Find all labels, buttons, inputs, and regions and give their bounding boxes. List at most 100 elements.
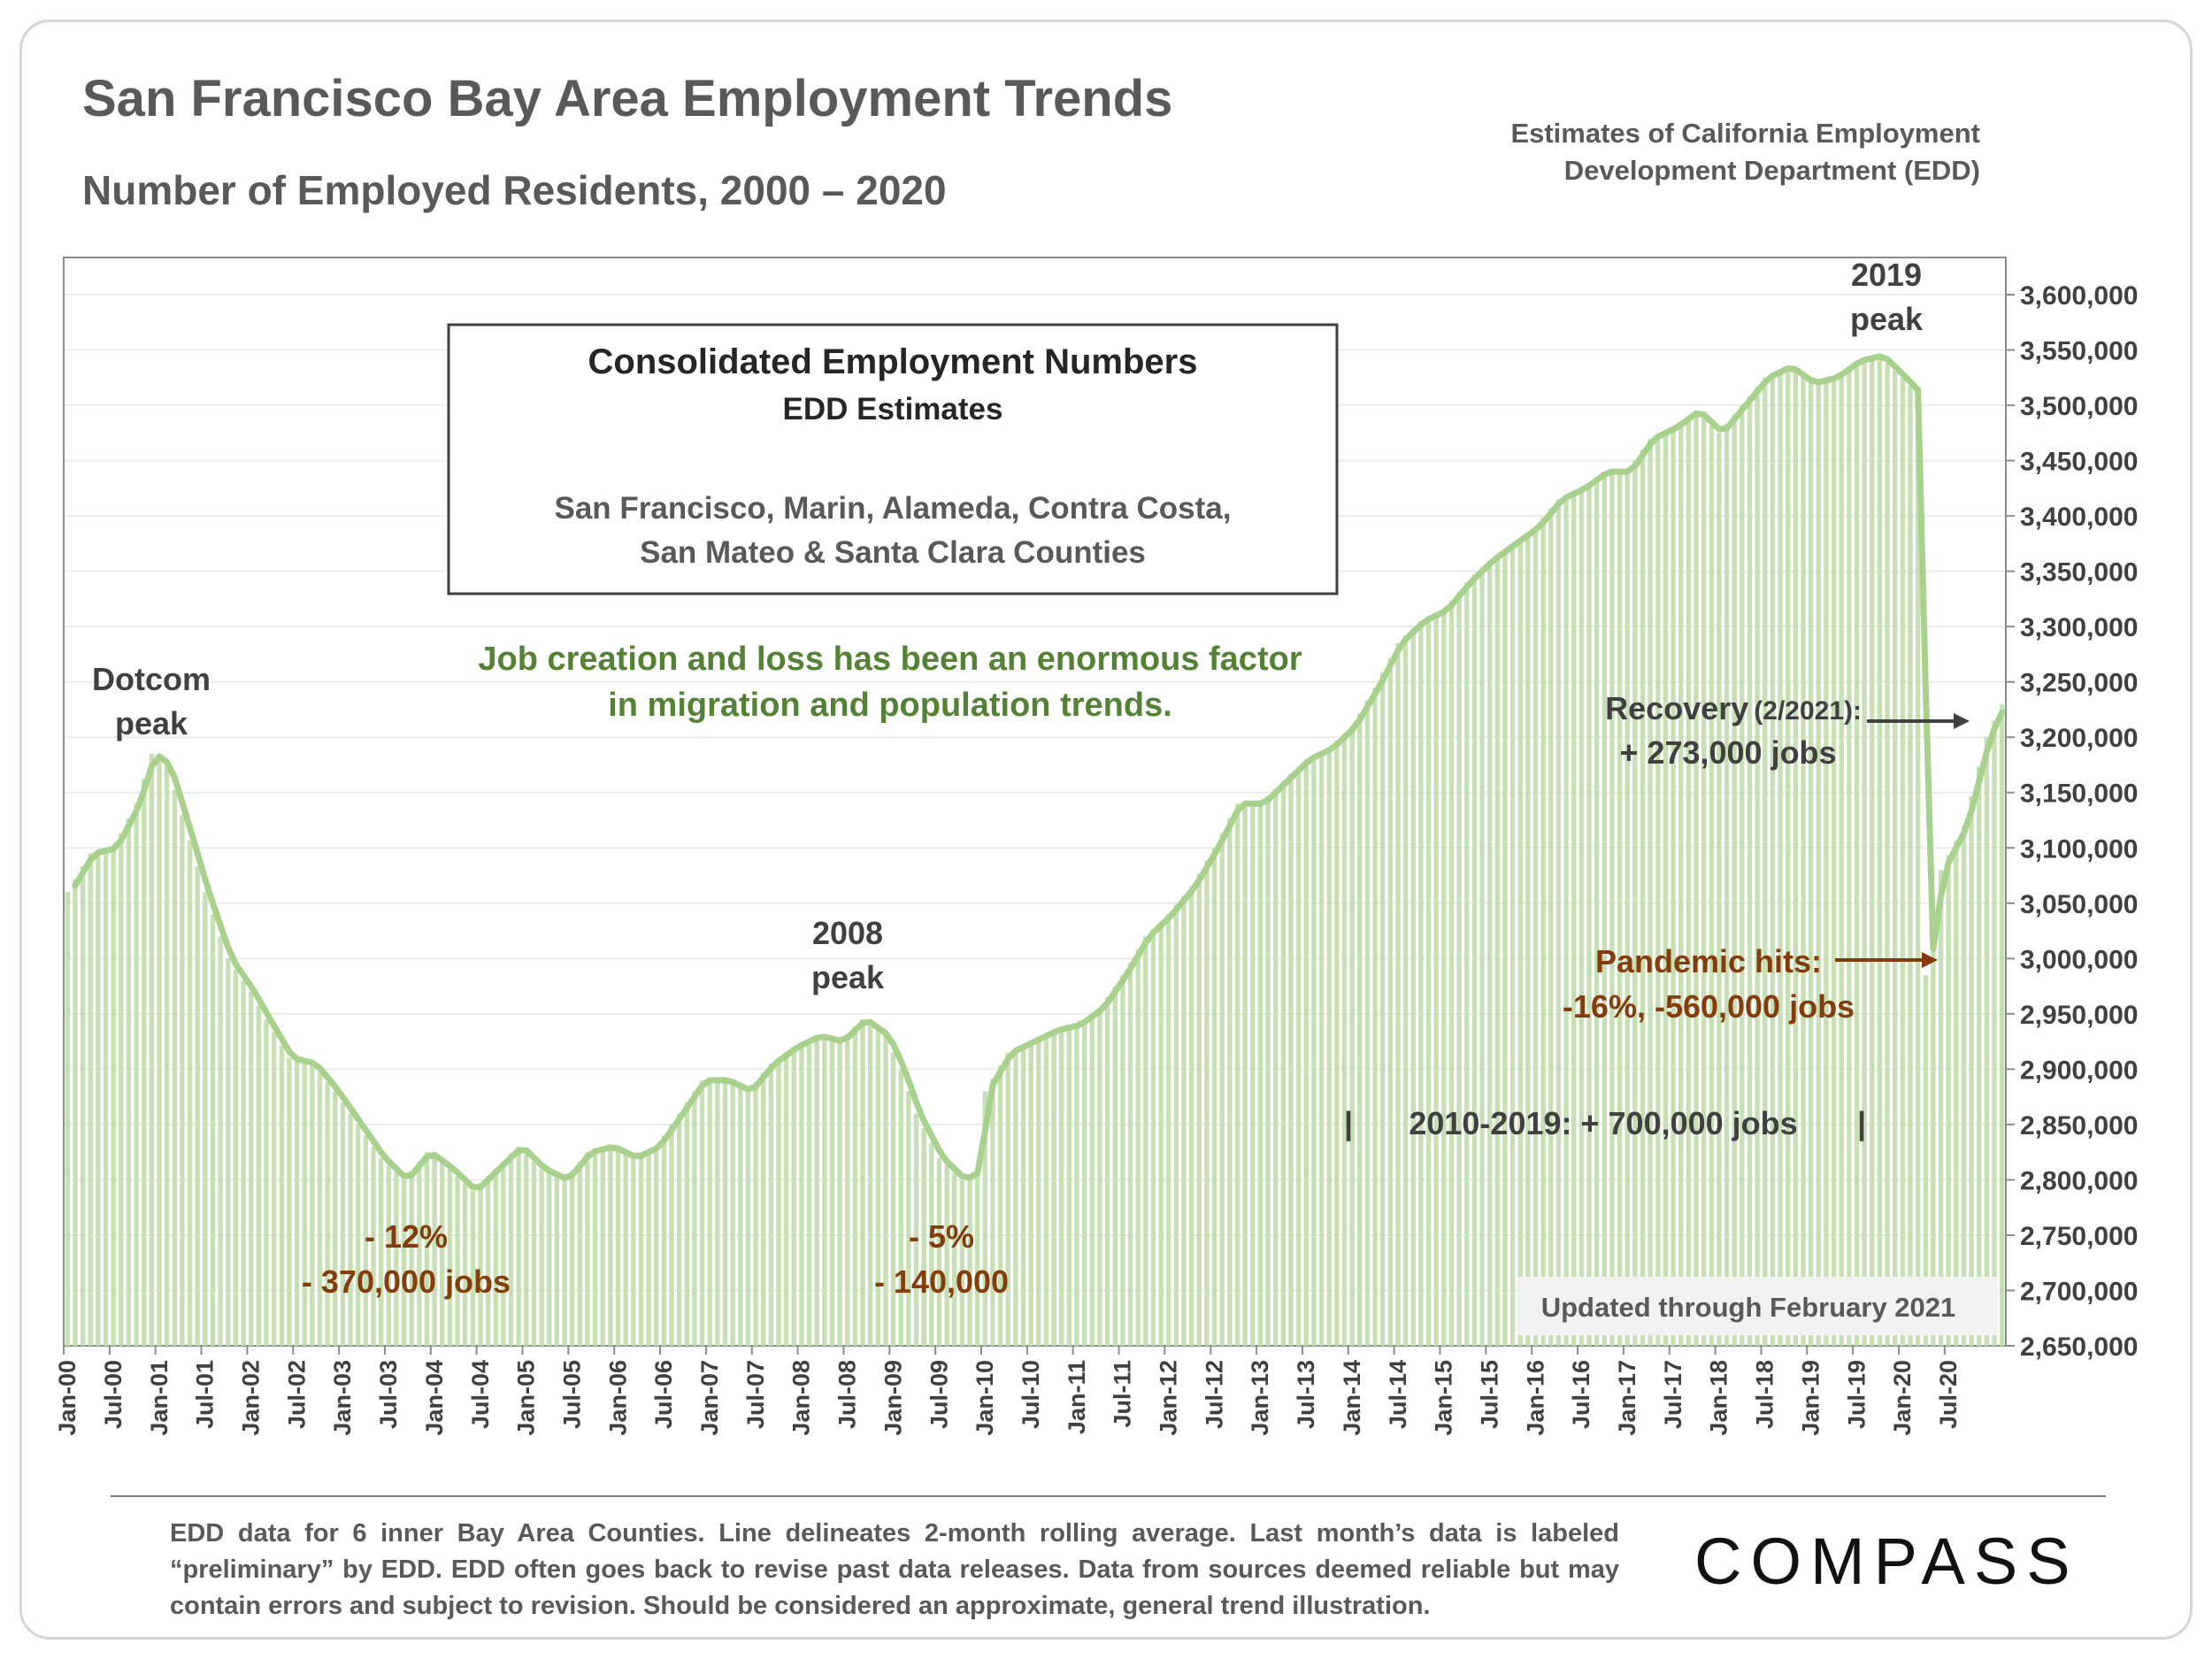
bar bbox=[264, 1019, 269, 1346]
bar bbox=[791, 1047, 796, 1346]
bar bbox=[195, 866, 200, 1346]
drop-2001-jobs: - 370,000 jobs bbox=[302, 1263, 511, 1300]
x-tick-label: Jan-05 bbox=[513, 1360, 540, 1436]
bar bbox=[1295, 766, 1302, 1346]
bar bbox=[1005, 1052, 1010, 1346]
bar bbox=[371, 1146, 376, 1346]
y-tick-label: 3,050,000 bbox=[2020, 890, 2138, 919]
bar bbox=[1349, 726, 1355, 1346]
y-tick-label: 3,600,000 bbox=[2020, 281, 2138, 311]
recovery-label: Recovery bbox=[1605, 690, 1748, 726]
bar bbox=[952, 1172, 957, 1346]
x-tick-label: Jul-08 bbox=[834, 1360, 861, 1429]
x-tick-label: Jan-07 bbox=[696, 1360, 723, 1436]
bar bbox=[585, 1152, 590, 1346]
recovery-annotation: Recovery (2/2021): bbox=[1605, 690, 1862, 726]
bar bbox=[1915, 394, 1921, 1346]
bar bbox=[142, 779, 147, 1346]
bar bbox=[1341, 733, 1348, 1346]
bar bbox=[829, 1040, 835, 1346]
source-line-1: Estimates of California Employment bbox=[1510, 118, 1980, 149]
bar bbox=[722, 1079, 728, 1346]
y-tick-label: 3,200,000 bbox=[2020, 724, 2138, 753]
bar bbox=[1601, 472, 1607, 1346]
y-tick-label: 2,900,000 bbox=[2020, 1056, 2138, 1085]
drop-2008-pct: - 5% bbox=[909, 1218, 974, 1255]
x-tick-label: Jan-14 bbox=[1339, 1360, 1365, 1436]
bar bbox=[1441, 610, 1447, 1346]
bar bbox=[80, 866, 86, 1346]
x-tick-label: Jan-02 bbox=[238, 1360, 265, 1436]
bar bbox=[936, 1157, 942, 1346]
bar bbox=[111, 848, 116, 1346]
bar bbox=[1066, 1026, 1072, 1346]
y-tick-label: 3,550,000 bbox=[2020, 337, 2138, 366]
bar bbox=[646, 1150, 651, 1346]
bar bbox=[921, 1128, 926, 1346]
bar bbox=[1135, 949, 1141, 1346]
bar bbox=[218, 936, 223, 1346]
bar bbox=[1877, 355, 1883, 1346]
bar bbox=[440, 1163, 445, 1346]
bar bbox=[539, 1168, 544, 1346]
x-tick-label: Jan-19 bbox=[1797, 1360, 1824, 1436]
bar bbox=[1059, 1028, 1064, 1346]
bar bbox=[753, 1081, 758, 1346]
bar bbox=[1357, 713, 1363, 1346]
bar bbox=[1112, 986, 1118, 1346]
y-axis: 2,650,000 2,700,000 2,750,000 2,800,000 2,85… bbox=[2006, 281, 2138, 1362]
bar bbox=[669, 1124, 674, 1346]
bar bbox=[1097, 1008, 1102, 1346]
source-line-2: Development Department (EDD) bbox=[1563, 155, 1980, 186]
bar bbox=[1831, 377, 1837, 1346]
x-tick-label: Jul-05 bbox=[558, 1360, 585, 1429]
bar bbox=[577, 1161, 582, 1346]
bar bbox=[959, 1179, 965, 1346]
bar bbox=[310, 1064, 315, 1346]
x-tick-label: Jan-00 bbox=[54, 1360, 81, 1436]
y-tick-label: 2,700,000 bbox=[2020, 1277, 2138, 1306]
bar bbox=[478, 1183, 483, 1346]
bar bbox=[1740, 405, 1745, 1346]
bar bbox=[1166, 914, 1171, 1346]
bar bbox=[447, 1168, 453, 1346]
bar bbox=[348, 1113, 353, 1346]
bar bbox=[119, 833, 124, 1346]
bar bbox=[88, 853, 93, 1346]
bar bbox=[1548, 508, 1554, 1346]
bar bbox=[1808, 383, 1814, 1346]
bar bbox=[1984, 737, 1990, 1346]
bar bbox=[676, 1113, 682, 1346]
bar bbox=[226, 958, 231, 1346]
bar bbox=[890, 1052, 896, 1346]
message-line-2: in migration and population trends. bbox=[608, 687, 1172, 724]
decade-bar-left: | bbox=[1344, 1105, 1353, 1142]
bar bbox=[1555, 499, 1562, 1346]
x-tick-label: Jul-11 bbox=[1110, 1360, 1136, 1428]
bar bbox=[1043, 1033, 1049, 1346]
source-note: Estimates of California Employment Devel… bbox=[1361, 115, 1980, 189]
bar bbox=[1479, 567, 1485, 1346]
bar bbox=[1969, 795, 1974, 1346]
bar bbox=[1471, 574, 1478, 1346]
bar bbox=[1586, 482, 1592, 1346]
y-tick-label: 2,850,000 bbox=[2020, 1111, 2138, 1141]
x-tick-label: Jul-03 bbox=[375, 1360, 402, 1429]
bar bbox=[1786, 366, 1791, 1346]
x-tick-label: Jul-19 bbox=[1843, 1360, 1870, 1429]
bar bbox=[470, 1190, 476, 1346]
y-tick-label: 2,950,000 bbox=[2020, 1001, 2138, 1030]
bar bbox=[501, 1161, 506, 1346]
bar bbox=[1525, 532, 1531, 1346]
bar bbox=[1364, 700, 1371, 1346]
bar bbox=[1265, 795, 1271, 1346]
x-tick-label: Jul-17 bbox=[1660, 1360, 1686, 1429]
y-tick-label: 3,100,000 bbox=[2020, 834, 2138, 864]
bar bbox=[1464, 582, 1470, 1346]
dotcom-label: Dotcom bbox=[92, 661, 211, 697]
x-tick-label: Jan-03 bbox=[329, 1360, 356, 1436]
bar bbox=[562, 1179, 567, 1346]
bar bbox=[631, 1157, 636, 1346]
bar bbox=[1923, 975, 1928, 1346]
bar bbox=[1609, 472, 1615, 1346]
